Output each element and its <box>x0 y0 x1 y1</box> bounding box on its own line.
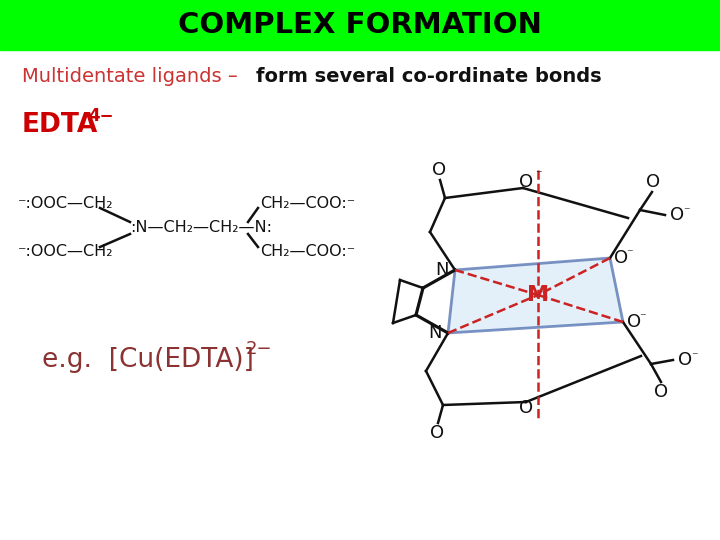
Text: ⁻: ⁻ <box>639 312 646 325</box>
Text: O: O <box>678 351 692 369</box>
Text: ⁻:OOC—CH₂: ⁻:OOC—CH₂ <box>18 195 114 211</box>
Text: ⁻: ⁻ <box>691 350 698 363</box>
Text: O: O <box>614 249 628 267</box>
Text: O: O <box>519 173 533 191</box>
Text: Multidentate ligands –: Multidentate ligands – <box>22 66 244 85</box>
Text: O: O <box>670 206 684 224</box>
Text: O: O <box>627 313 641 331</box>
Text: CH₂—COO:⁻: CH₂—COO:⁻ <box>260 245 355 260</box>
Text: N: N <box>428 324 442 342</box>
Text: ⁻: ⁻ <box>626 247 633 260</box>
Text: M: M <box>527 285 549 305</box>
Text: ⁻: ⁻ <box>535 168 541 181</box>
Text: N: N <box>436 261 449 279</box>
Text: 4−: 4− <box>88 107 114 125</box>
Text: e.g.  [Cu(EDTA)]: e.g. [Cu(EDTA)] <box>42 347 254 373</box>
Text: 2−: 2− <box>246 340 273 358</box>
Text: O: O <box>432 161 446 179</box>
Text: O: O <box>654 383 668 401</box>
Text: ⁻: ⁻ <box>683 206 690 219</box>
Text: O: O <box>646 173 660 191</box>
Text: ⁻: ⁻ <box>535 394 541 407</box>
Text: COMPLEX FORMATION: COMPLEX FORMATION <box>178 11 542 39</box>
Text: ⁻:OOC—CH₂: ⁻:OOC—CH₂ <box>18 245 114 260</box>
Text: O: O <box>430 424 444 442</box>
Text: :N—CH₂—CH₂—N:: :N—CH₂—CH₂—N: <box>130 220 272 235</box>
Text: CH₂—COO:⁻: CH₂—COO:⁻ <box>260 195 355 211</box>
Text: form several co-ordinate bonds: form several co-ordinate bonds <box>256 66 602 85</box>
Text: EDTA: EDTA <box>22 112 98 138</box>
Bar <box>0 0 720 50</box>
Text: O: O <box>519 399 533 417</box>
Polygon shape <box>448 258 623 333</box>
